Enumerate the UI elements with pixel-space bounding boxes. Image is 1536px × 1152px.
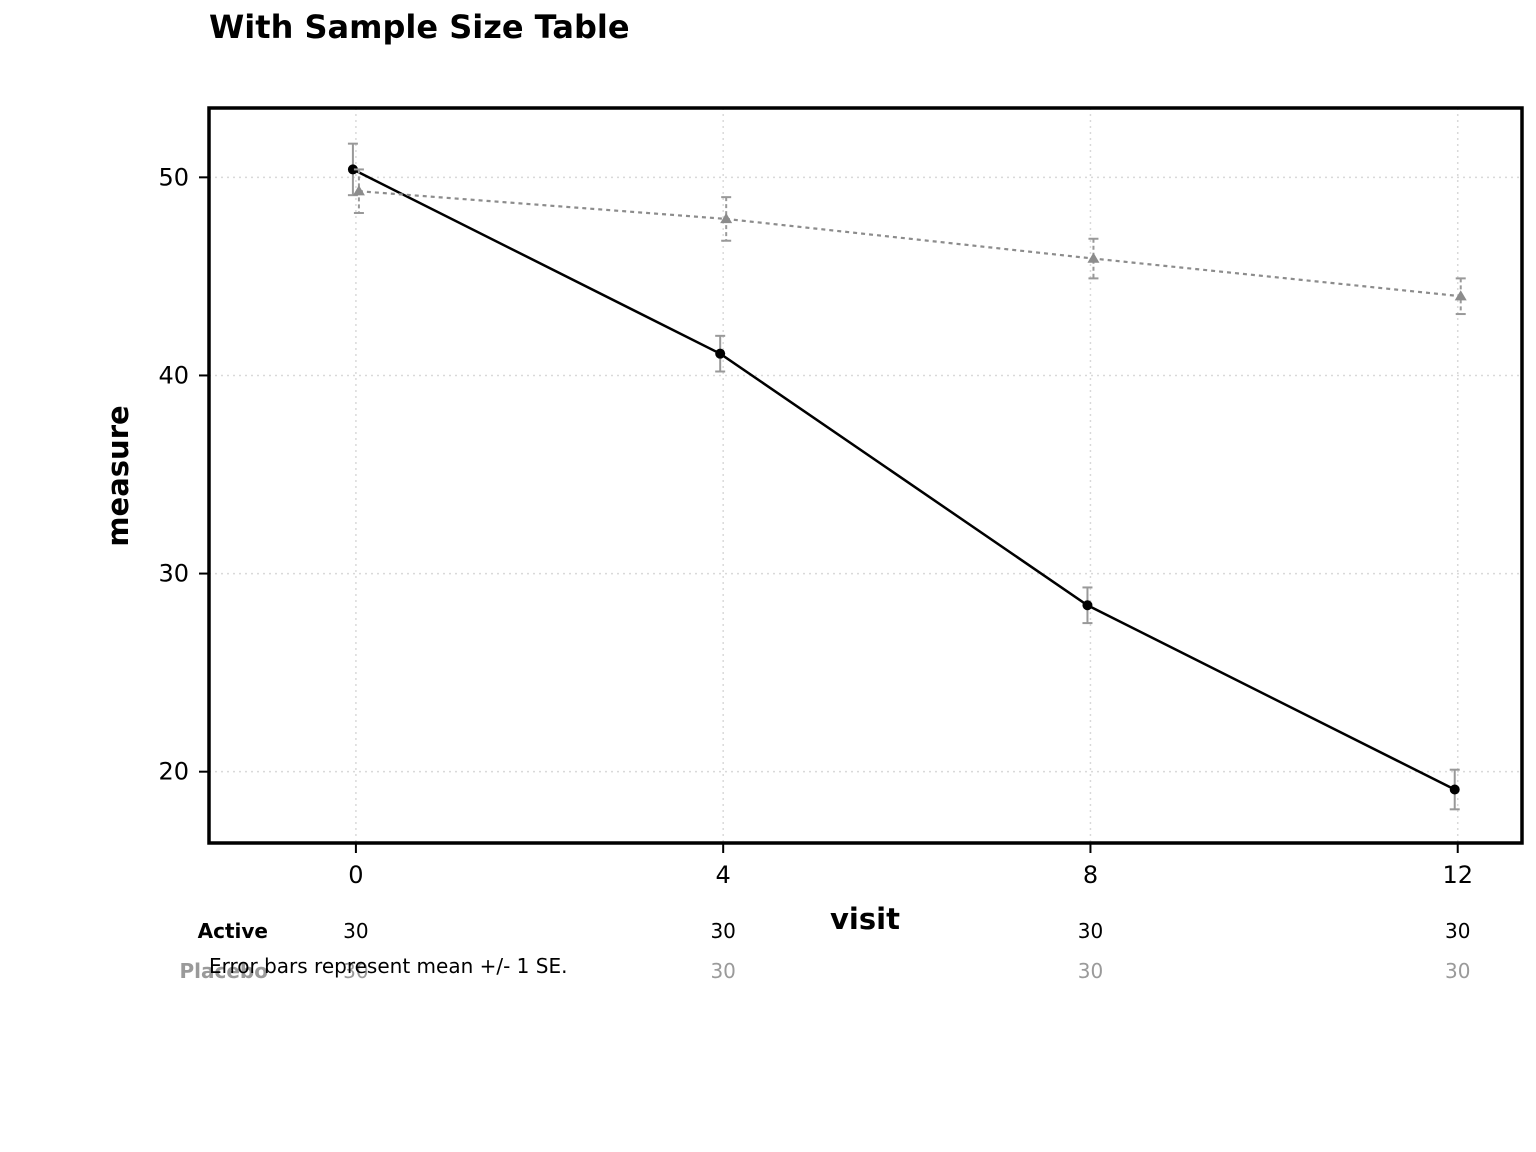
y-axis-label: measure [101, 405, 135, 546]
y-tick-label: 40 [158, 361, 189, 389]
data-point [1454, 290, 1467, 301]
series-0 [347, 142, 1460, 811]
data-point [347, 164, 358, 175]
caption: Error bars represent mean +/- 1 SE. [209, 954, 567, 978]
sample-size-row: Placebo 30 30 30 30 [180, 959, 1471, 983]
data-point [352, 185, 365, 196]
data-point [1449, 784, 1460, 795]
x-axis-label: visit [830, 902, 900, 936]
y-axis-ticks: 20 30 40 50 [158, 163, 209, 786]
grid [209, 108, 1522, 843]
data-point [1087, 252, 1100, 263]
sample-size-count: 30 [710, 959, 735, 983]
x-tick-label: 12 [1442, 861, 1473, 889]
sample-size-table: Active 30 30 30 30 Placebo 30 30 30 30 [180, 919, 1471, 983]
plot-frame [207, 106, 1524, 845]
series-layer [347, 142, 1467, 811]
sample-size-count: 30 [710, 919, 735, 943]
sample-size-count: 30 [343, 919, 368, 943]
y-tick-label: 50 [158, 163, 189, 191]
series-line [358, 190, 1461, 298]
x-tick-label: 0 [348, 861, 363, 889]
data-point [1082, 600, 1093, 611]
y-tick-label: 30 [158, 560, 189, 588]
x-axis-ticks: 0 4 8 12 [348, 843, 1473, 889]
series-1 [352, 168, 1467, 316]
sample-size-count: 30 [1445, 959, 1470, 983]
sample-size-count: 30 [343, 959, 368, 983]
series-line [352, 168, 1456, 791]
data-point [720, 212, 733, 224]
sample-size-count: 30 [1445, 919, 1470, 943]
data-point [715, 348, 726, 359]
y-tick-label: 20 [158, 758, 189, 786]
sample-size-group-label: Active [198, 919, 268, 943]
sample-size-count: 30 [1078, 959, 1103, 983]
chart-title: With Sample Size Table [209, 8, 630, 46]
x-tick-label: 8 [1083, 861, 1098, 889]
sample-size-count: 30 [1078, 919, 1103, 943]
x-tick-label: 4 [716, 861, 731, 889]
error-bar [1088, 237, 1099, 280]
sample-size-group-label: Placebo [180, 959, 269, 983]
sample-size-row: Active 30 30 30 30 [198, 919, 1471, 943]
